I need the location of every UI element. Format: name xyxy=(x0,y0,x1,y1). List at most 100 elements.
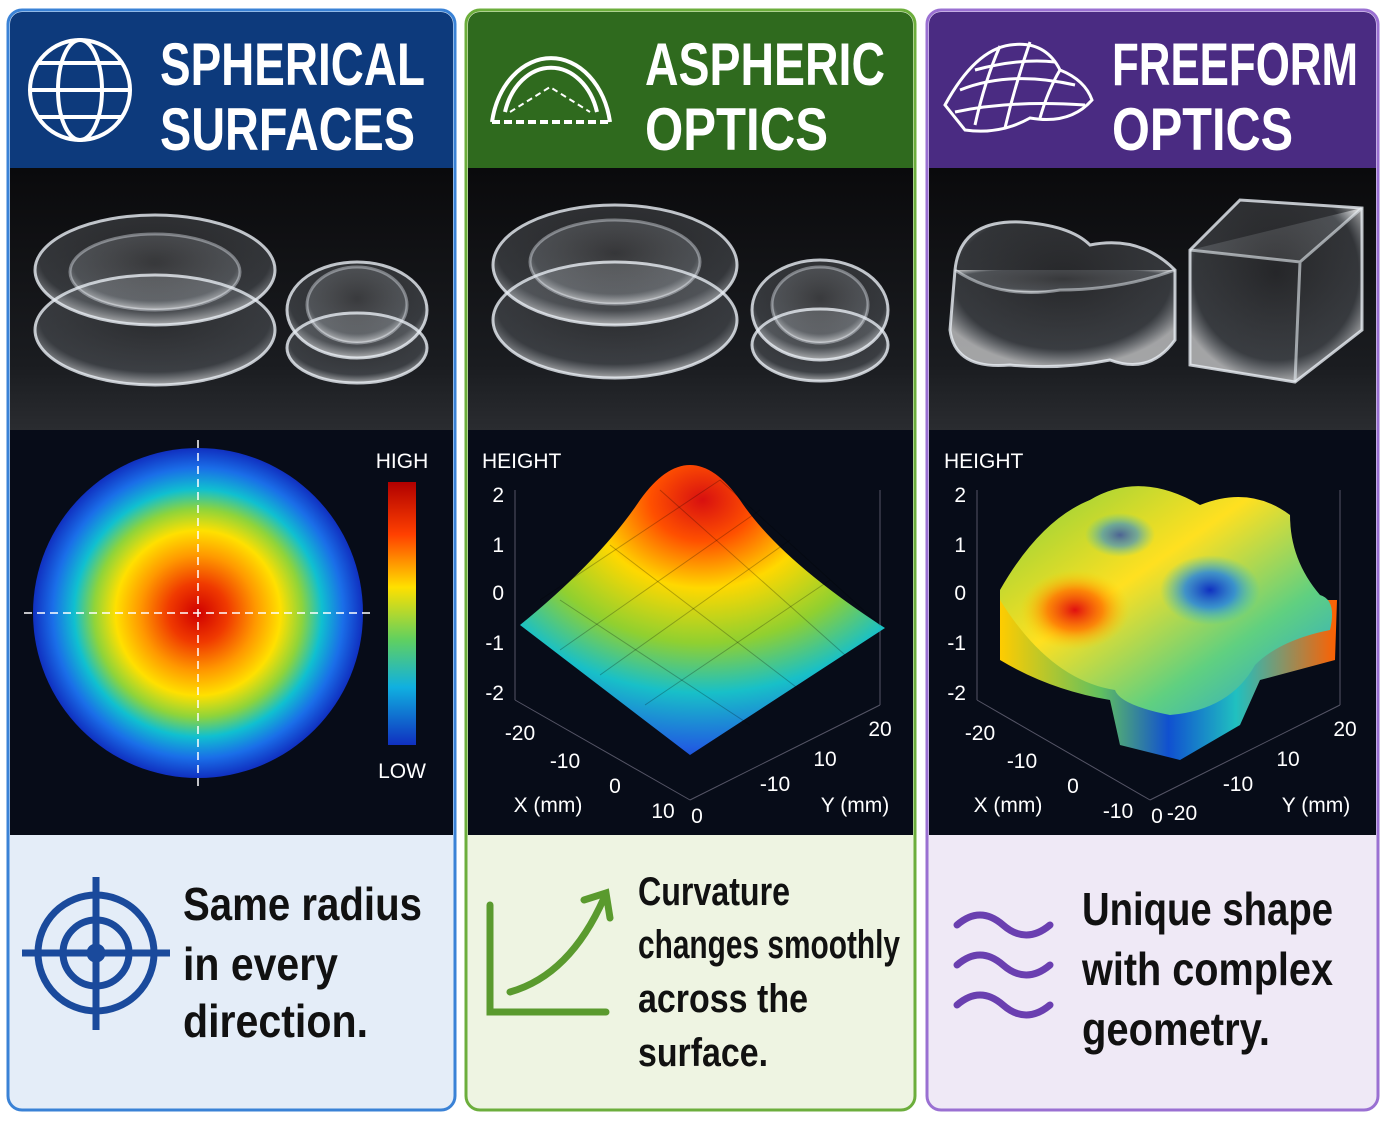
dome-icon-part xyxy=(503,65,599,113)
y-label: Y (mm) xyxy=(821,794,889,817)
dome-icon-part xyxy=(490,56,612,123)
lens-photo-part xyxy=(528,218,702,306)
lens-photo-part xyxy=(770,265,870,345)
x-tick-label: -20 xyxy=(965,722,995,745)
freeform-photo-part xyxy=(948,220,1177,369)
x-tick-label: -10 xyxy=(1103,800,1133,823)
description: surface. xyxy=(638,1031,768,1075)
description: Curvature xyxy=(638,870,790,914)
colorbar-low: LOW xyxy=(378,760,426,783)
y-tick-label: 20 xyxy=(868,718,891,741)
x-tick-label: 0 xyxy=(1151,805,1163,828)
surface-valley xyxy=(1160,555,1260,625)
x-label: X (mm) xyxy=(974,794,1043,817)
y-label: Y (mm) xyxy=(1282,794,1350,817)
description: Unique shape xyxy=(1082,883,1333,935)
title: SURFACES xyxy=(160,96,415,163)
title: FREEFORM xyxy=(1112,31,1358,98)
z-tick-label: -2 xyxy=(485,682,504,705)
surface-peak xyxy=(1020,570,1130,650)
z-tick-label: -2 xyxy=(947,682,966,705)
target-icon-part xyxy=(86,943,106,963)
title: ASPHERIC xyxy=(645,31,885,98)
freeform-photo xyxy=(948,198,1364,384)
mesh-icon xyxy=(943,41,1094,133)
z-tick-label: 2 xyxy=(954,484,966,507)
colorbar-high: HIGH xyxy=(376,450,429,473)
dome-icon xyxy=(490,56,612,124)
panel-freeform: FREEFORM OPTICS HEIGHT 210-1-2 -20-100-1… xyxy=(925,8,1380,1112)
title: OPTICS xyxy=(1112,96,1293,163)
z-tick-label: 2 xyxy=(492,484,504,507)
description: direction. xyxy=(183,995,368,1047)
z-tick-label: -1 xyxy=(485,632,504,655)
title: OPTICS xyxy=(645,96,828,163)
axes-box-part xyxy=(689,704,881,801)
y-tick-label: 20 xyxy=(1333,718,1356,741)
lens-photo-part xyxy=(68,232,242,312)
wave-icon-part xyxy=(953,991,1054,1019)
y-tick-label: 10 xyxy=(1276,748,1299,771)
x-tick-label: 0 xyxy=(691,805,703,828)
mesh-part xyxy=(559,479,881,726)
axes-box-part xyxy=(1149,704,1341,801)
wave-icon-part xyxy=(953,951,1054,979)
globe-icon xyxy=(28,38,132,142)
mesh-icon-part xyxy=(954,59,1086,114)
color-bar xyxy=(388,482,416,745)
x-ticks: -20 -10 0 10 0 xyxy=(505,722,703,828)
lens-photo-part xyxy=(305,265,409,345)
description: geometry. xyxy=(1082,1003,1270,1055)
curve-icon-part xyxy=(580,888,614,922)
panel-aspheric: ASPHERIC OPTICS HEIGHT 210-1-2 -20-10010… xyxy=(464,8,917,1112)
y-ticks: -20 -10 10 20 xyxy=(1167,718,1357,825)
y-tick-label: 10 xyxy=(813,748,836,771)
y-tick-label: -10 xyxy=(1223,773,1253,796)
curve-icon xyxy=(486,888,614,1016)
z-tick-label: 1 xyxy=(954,534,966,557)
x-tick-label: -10 xyxy=(550,750,580,773)
header xyxy=(929,12,1376,168)
title: SPHERICAL xyxy=(160,31,425,98)
globe-icon-part xyxy=(38,61,122,119)
z-tick-label: 1 xyxy=(492,534,504,557)
description: in every xyxy=(183,938,338,990)
x-tick-label: 10 xyxy=(651,800,674,823)
surface xyxy=(520,465,885,755)
freeform-photo-part xyxy=(954,268,1176,294)
x-label: X (mm) xyxy=(514,794,583,817)
description: changes smoothly xyxy=(638,923,901,967)
z-tick-label: -1 xyxy=(947,632,966,655)
wave-icon-part xyxy=(953,911,1054,939)
x-ticks: -20 -10 0 -10 0 xyxy=(965,722,1163,828)
z-ticks: 2 1 0 -1 -2 xyxy=(947,484,966,705)
x-tick-label: -20 xyxy=(505,722,535,745)
y-tick-label: -10 xyxy=(760,773,790,796)
x-tick-label: -10 xyxy=(1007,750,1037,773)
freeform-photo-part xyxy=(1189,206,1363,383)
dome-icon-part xyxy=(509,85,591,113)
crosshair xyxy=(24,440,375,790)
header xyxy=(468,12,913,168)
z-tick-label: 0 xyxy=(954,582,966,605)
curve-icon-part xyxy=(486,901,610,1016)
lens-photo xyxy=(33,213,429,387)
z-tick-label: 0 xyxy=(492,582,504,605)
z-label: HEIGHT xyxy=(482,450,562,473)
axes-box-part xyxy=(976,699,1151,801)
axes-box xyxy=(976,490,1341,801)
z-ticks: 2 1 0 -1 -2 xyxy=(485,484,504,705)
mesh xyxy=(539,479,881,726)
curve-icon-part xyxy=(506,894,608,996)
axes-box-part xyxy=(514,699,691,801)
x-tick-label: 0 xyxy=(609,775,621,798)
axes-box xyxy=(514,490,881,801)
description: with complex xyxy=(1081,943,1333,995)
lens-photo xyxy=(491,203,890,383)
panel-spherical: SPHERICAL SURFACES HIGH LOW Same radius … xyxy=(6,8,457,1112)
y-ticks: -10 10 20 xyxy=(760,718,892,796)
mesh-icon-part xyxy=(973,41,1062,129)
description: across the xyxy=(638,977,808,1021)
x-tick-label: 0 xyxy=(1067,775,1079,798)
